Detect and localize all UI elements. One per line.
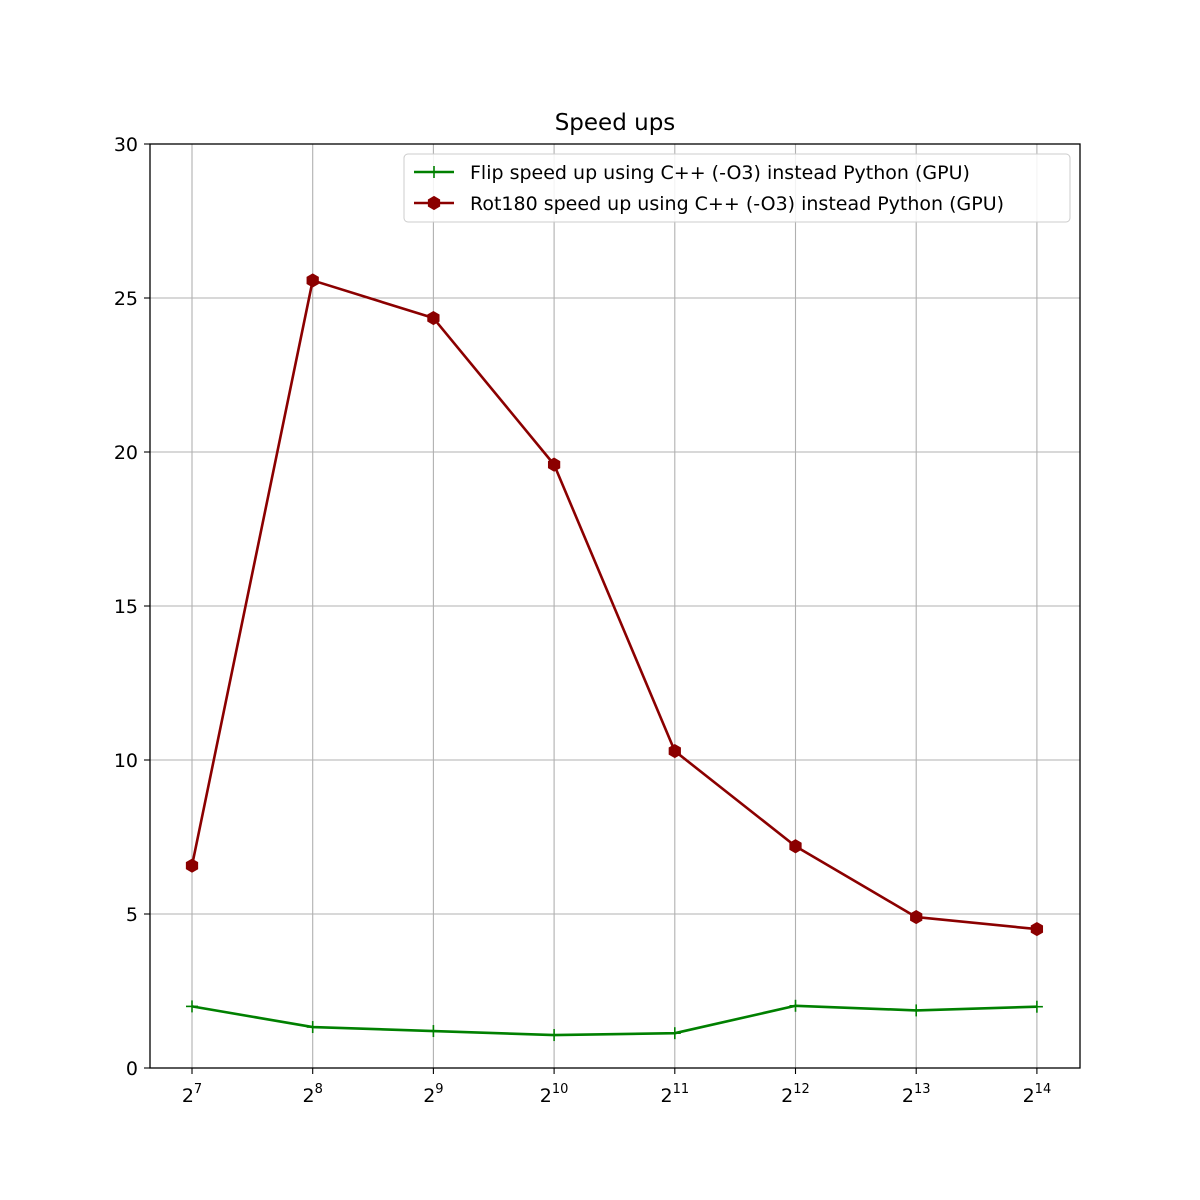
hexagon-marker (547, 457, 561, 472)
axes: 27 28 29 210 211 212 213 214 0 5 10 15 20 25 30 (114, 134, 1051, 1107)
series-2 (185, 273, 1044, 937)
chart-title: Speed ups (555, 110, 676, 136)
hexagon-marker (427, 310, 440, 326)
plus-marker (1030, 1000, 1043, 1013)
y-tick-label: 30 (114, 134, 138, 156)
legend-label: Flip speed up using C++ (-O3) instead Py… (470, 162, 970, 184)
y-tick-label: 0 (126, 1058, 138, 1080)
legend-entry: Flip speed up using C++ (-O3) instead Py… (414, 162, 970, 184)
hexagon-marker (910, 910, 923, 925)
hexagon-marker (1030, 922, 1044, 937)
plus-marker (910, 1004, 923, 1017)
series-line (191, 1004, 1037, 1037)
legend-box (403, 153, 1071, 223)
hexagon-marker (306, 273, 319, 288)
legend-label: Rot180 speed up using C++ (-O3) instead … (470, 193, 1004, 215)
series-layer (185, 273, 1044, 1042)
plus-marker (186, 1000, 198, 1013)
x-tick-label: 210 (540, 1082, 569, 1107)
hexagon-marker (668, 743, 681, 759)
y-tick-label: 10 (114, 750, 138, 772)
plus-marker (789, 999, 802, 1012)
hexagon-marker (185, 858, 199, 873)
hexagon-marker (427, 195, 441, 211)
plus-marker (427, 1025, 440, 1038)
y-tick-label: 25 (114, 288, 138, 310)
plus-marker (668, 1027, 681, 1040)
x-tick-label: 214 (1023, 1082, 1052, 1107)
y-tick-label: 5 (126, 904, 138, 926)
plus-marker (306, 1021, 319, 1034)
x-tick-label: 213 (902, 1082, 931, 1107)
hexagon-marker (789, 839, 802, 854)
legend-entry: Rot180 speed up using C++ (-O3) instead … (414, 193, 1004, 215)
series-1 (186, 999, 1043, 1042)
x-tick-label: 27 (182, 1082, 202, 1107)
series-line (190, 279, 1038, 931)
x-tick-label: 29 (423, 1082, 443, 1107)
x-tick-label: 212 (781, 1082, 810, 1107)
y-tick-label: 20 (114, 442, 138, 464)
plus-marker (548, 1029, 561, 1042)
x-tick-label: 211 (660, 1082, 689, 1107)
legend: Flip speed up using C++ (-O3) instead Py… (403, 153, 1071, 223)
x-tick-label: 28 (303, 1082, 323, 1107)
y-tick-label: 15 (114, 596, 138, 618)
plus-marker (428, 166, 440, 178)
